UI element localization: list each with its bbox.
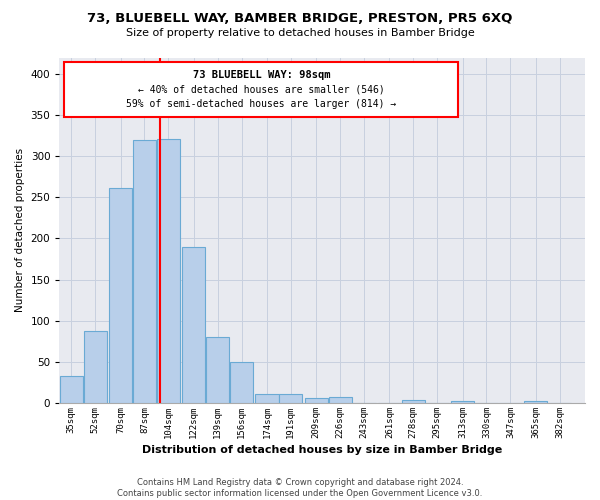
Text: 73 BLUEBELL WAY: 98sqm: 73 BLUEBELL WAY: 98sqm	[193, 70, 330, 80]
Bar	[401, 400, 425, 403]
Bar	[451, 400, 474, 403]
Text: 59% of semi-detached houses are larger (814) →: 59% of semi-detached houses are larger (…	[126, 98, 397, 108]
Y-axis label: Number of detached properties: Number of detached properties	[15, 148, 25, 312]
Bar	[305, 398, 328, 403]
Bar	[59, 376, 83, 403]
Bar	[109, 188, 132, 403]
Bar	[329, 398, 352, 403]
Bar	[133, 140, 156, 403]
Bar	[182, 246, 205, 403]
FancyBboxPatch shape	[64, 62, 458, 116]
Bar	[206, 337, 229, 403]
Text: ← 40% of detached houses are smaller (546): ← 40% of detached houses are smaller (54…	[138, 84, 385, 94]
Bar	[83, 332, 107, 403]
Bar	[279, 394, 302, 403]
Bar	[230, 362, 253, 403]
Bar	[256, 394, 278, 403]
Text: Size of property relative to detached houses in Bamber Bridge: Size of property relative to detached ho…	[125, 28, 475, 38]
Text: Contains HM Land Registry data © Crown copyright and database right 2024.
Contai: Contains HM Land Registry data © Crown c…	[118, 478, 482, 498]
Bar	[524, 400, 547, 403]
Bar	[157, 139, 180, 403]
X-axis label: Distribution of detached houses by size in Bamber Bridge: Distribution of detached houses by size …	[142, 445, 502, 455]
Text: 73, BLUEBELL WAY, BAMBER BRIDGE, PRESTON, PR5 6XQ: 73, BLUEBELL WAY, BAMBER BRIDGE, PRESTON…	[88, 12, 512, 26]
